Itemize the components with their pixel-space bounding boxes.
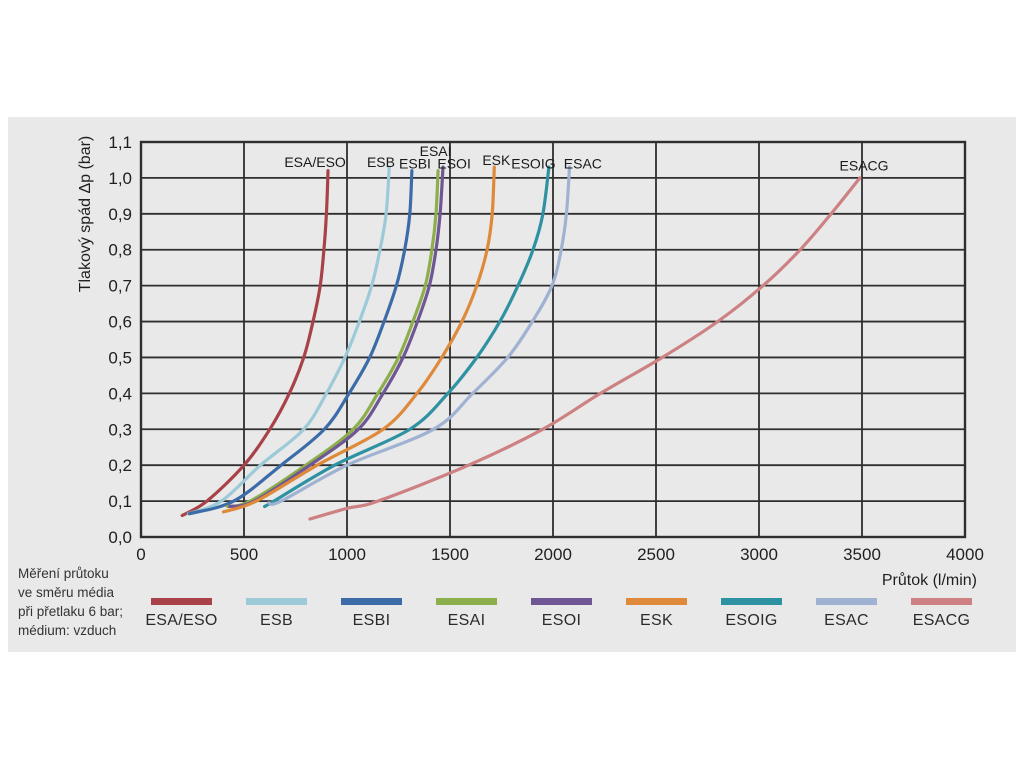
y-tick-label: 1,1	[108, 133, 132, 152]
legend-label: ESOI	[541, 612, 582, 629]
curve-esbi	[187, 169, 414, 516]
curve-esoig	[263, 165, 551, 509]
legend-swatch-esa-eso	[151, 598, 212, 605]
measurement-note: Měření průtoku ve směru média při přetlaku…	[18, 564, 123, 640]
legend-swatch-esbi	[341, 598, 402, 605]
legend-item-esa-eso: ESA/ESO	[134, 598, 229, 630]
note-line: Měření průtoku	[18, 566, 109, 581]
y-tick-label: 1,0	[108, 169, 132, 188]
curve-esac	[267, 165, 572, 506]
legend-label: ESK	[640, 612, 673, 629]
chart-panel	[8, 117, 1016, 652]
x-tick-label: 0	[136, 545, 145, 564]
legend-swatch-esacg	[911, 598, 972, 605]
x-axis-title: Průtok (l/min)	[881, 572, 977, 589]
y-tick-label: 0,6	[108, 313, 132, 332]
legend-label: ESAC	[824, 612, 869, 629]
legend-swatch-esoi	[531, 598, 592, 605]
curve-label-esac: ESAC	[564, 156, 602, 172]
legend-swatch-esac	[816, 598, 877, 605]
legend-label: ESB	[260, 612, 293, 629]
legend-item-esk: ESK	[609, 598, 704, 630]
curve-label-esb: ESB	[367, 154, 395, 170]
legend-item-esac: ESAC	[799, 598, 894, 630]
legend-swatch-esk	[626, 598, 687, 605]
y-axis-title: Tlakový spád Δp (bar)	[77, 135, 94, 293]
note-line: médium: vzduch	[18, 623, 117, 638]
legend-item-esacg: ESACG	[894, 598, 989, 630]
curve-esa-eso	[180, 169, 330, 518]
legend-label: ESA/ESO	[145, 612, 218, 629]
y-tick-label: 0,2	[108, 456, 132, 475]
legend-label: ESBI	[352, 612, 391, 629]
legend-swatch-esb	[246, 598, 307, 605]
x-tick-label: 2000	[534, 545, 572, 564]
x-tick-label: 3500	[843, 545, 881, 564]
x-tick-label: 4000	[946, 545, 984, 564]
y-tick-label: 0,5	[108, 348, 132, 367]
legend-label: ESOIG	[725, 612, 778, 629]
y-tick-label: 0,7	[108, 277, 132, 296]
x-tick-label: 2500	[637, 545, 675, 564]
curve-esb	[186, 165, 391, 516]
legend-item-esoi: ESOI	[514, 598, 609, 630]
curve-label-esai: ESAI	[420, 143, 452, 159]
curve-label-esoi: ESOI	[437, 156, 470, 172]
y-tick-label: 0,1	[108, 492, 132, 511]
x-tick-label: 500	[230, 545, 258, 564]
y-tick-label: 0,8	[108, 241, 132, 260]
note-line: ve směru média	[18, 585, 115, 600]
y-tick-label: 0,3	[108, 420, 132, 439]
legend-item-esb: ESB	[229, 598, 324, 630]
y-tick-label: 0,0	[108, 528, 132, 547]
y-tick-label: 0,4	[108, 384, 132, 403]
legend-swatch-esoig	[721, 598, 782, 605]
x-tick-label: 1500	[431, 545, 469, 564]
curve-label-esa-eso: ESA/ESO	[284, 154, 346, 170]
x-tick-label: 3000	[740, 545, 778, 564]
curve-esk	[221, 165, 496, 514]
legend-swatch-esai	[436, 598, 497, 605]
legend-item-esbi: ESBI	[324, 598, 419, 630]
curve-label-esbi: ESBI	[399, 156, 431, 172]
curve-esoi	[228, 165, 445, 509]
curve-label-esoig: ESOIG	[511, 156, 555, 172]
x-tick-label: 1000	[328, 545, 366, 564]
legend-label: ESAI	[447, 612, 486, 629]
legend-label: ESACG	[912, 612, 971, 629]
plot-frame	[139, 140, 967, 539]
legend-item-esoig: ESOIG	[704, 598, 799, 630]
curve-esai	[225, 169, 440, 509]
legend-item-esai: ESAI	[419, 598, 514, 630]
legend: ESA/ESO ESB ESBI ESAI ESOI ESK ESOIG ESAC ESACG	[134, 598, 989, 630]
curve-esacg	[308, 176, 862, 521]
curve-label-esacg: ESACG	[840, 157, 889, 173]
note-line: při přetlaku 6 bar;	[18, 604, 124, 619]
curve-label-esk: ESK	[482, 152, 511, 168]
y-tick-label: 0,9	[108, 205, 132, 224]
